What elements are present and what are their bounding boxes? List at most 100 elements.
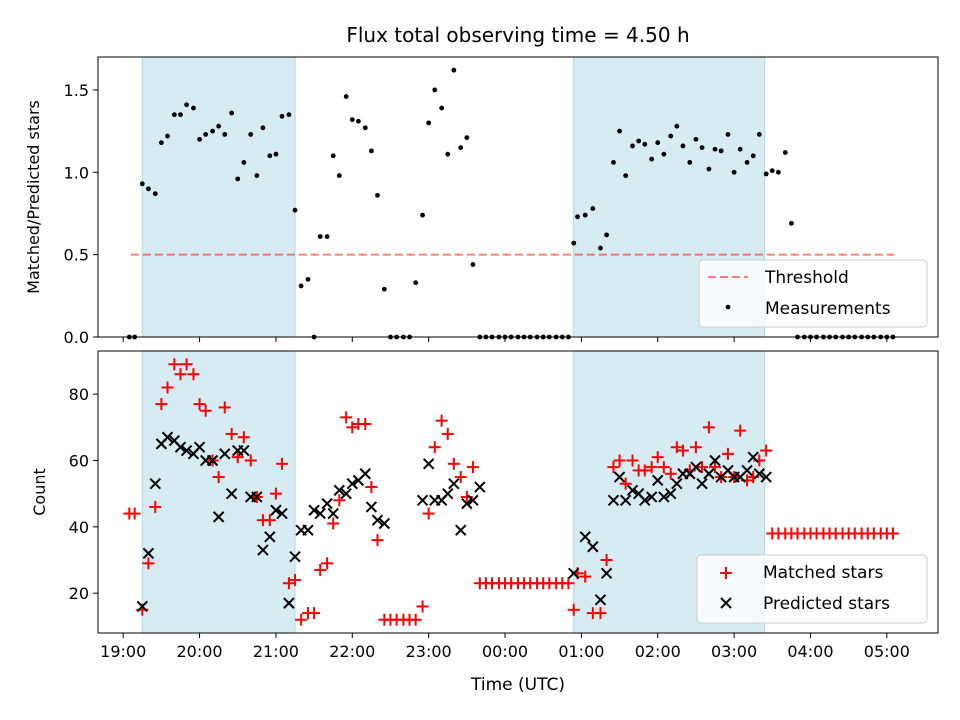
measurement-point <box>286 112 292 118</box>
marker-stroke <box>206 454 219 467</box>
measurement-point <box>413 280 419 286</box>
y-tick-label: 20 <box>69 584 89 603</box>
predicted-star-marker <box>645 491 658 503</box>
matched-star-marker <box>225 427 238 440</box>
marker-stroke <box>371 514 384 526</box>
measurement-point <box>788 220 794 226</box>
measurement-point <box>439 105 445 111</box>
measurement-point <box>248 132 254 137</box>
marker-stroke <box>442 487 454 500</box>
predicted-star-marker <box>741 464 753 477</box>
matched-star-marker <box>244 454 257 467</box>
marker-stroke <box>703 468 715 480</box>
marker-stroke <box>302 524 314 536</box>
matched-star-marker <box>562 577 575 590</box>
predicted-star-marker <box>461 497 473 510</box>
measurement-point <box>356 118 361 124</box>
marker-stroke <box>289 550 301 563</box>
measurement-point <box>273 151 279 157</box>
measurement-point <box>744 160 750 165</box>
x-tick-label: 03:00 <box>711 642 757 661</box>
marker-stroke <box>665 487 677 500</box>
matched-star-marker <box>321 557 334 570</box>
y-tick-label: 0.0 <box>64 328 89 347</box>
measurement-point <box>630 143 635 149</box>
measurement-point <box>582 212 588 218</box>
top-panel: 0.0 0.5 1.0 1.5 Flux total observing time =… <box>24 23 939 347</box>
predicted-star-marker <box>607 494 620 507</box>
measurement-point <box>336 173 342 178</box>
marker-stroke <box>652 474 664 487</box>
predicted-star-marker <box>238 444 250 457</box>
measurement-point <box>575 214 580 220</box>
matched-star-marker <box>168 358 181 371</box>
marker-stroke <box>276 507 288 520</box>
marker-stroke <box>257 544 269 556</box>
top-legend: Threshold Measurements <box>698 259 928 328</box>
x-tick-label: 00:00 <box>482 642 528 661</box>
bottom-legend: Matched stars Predicted stars <box>696 554 928 624</box>
measurement-point <box>642 141 648 147</box>
x-tick-label: 04:00 <box>787 642 833 661</box>
matched-star-marker <box>886 527 899 540</box>
marker-stroke <box>149 477 161 490</box>
matched-star-marker <box>263 514 276 527</box>
matched-star-marker <box>371 534 384 547</box>
matched-star-marker <box>289 573 302 586</box>
measurement-point <box>330 153 336 159</box>
marker-stroke <box>142 547 155 560</box>
marker-stroke <box>416 494 429 507</box>
matched-star-marker <box>670 441 683 454</box>
matched-star-marker <box>282 577 295 590</box>
marker-stroke <box>378 517 391 530</box>
bottom-legend-box <box>696 554 928 624</box>
marker-stroke <box>270 504 282 516</box>
predicted-star-marker <box>639 494 651 507</box>
marker-stroke <box>340 487 352 500</box>
marker-stroke <box>626 484 639 497</box>
measurement-point <box>706 166 712 172</box>
measurement-point <box>763 171 769 177</box>
marker-stroke <box>346 477 358 490</box>
predicted-star-marker <box>359 468 371 480</box>
measurement-point <box>699 145 705 150</box>
matched-star-marker <box>428 441 441 454</box>
marker-stroke <box>136 600 148 613</box>
x-tick-label: 21:00 <box>253 642 299 661</box>
bottom-x-ticks: 19:00 20:00 21:00 22:00 23:00 00:00 01:00 02:00… <box>100 633 910 661</box>
matched-star-marker <box>619 477 632 490</box>
bottom-plot-frame <box>97 350 939 634</box>
bottom-y-ticks: 20 40 60 80 <box>69 385 98 603</box>
marker-stroke <box>619 494 632 507</box>
measurement-point <box>241 160 247 165</box>
matched-star-marker <box>594 607 607 620</box>
marker-stroke <box>709 454 721 467</box>
y-tick-label: 1.0 <box>64 163 89 182</box>
measurement-point <box>292 207 298 213</box>
predicted-star-marker <box>257 544 269 556</box>
legend-measurements-swatch <box>725 304 731 310</box>
marker-stroke <box>161 431 174 443</box>
matched-star-marker <box>657 461 670 474</box>
predicted-star-marker <box>658 491 670 503</box>
matched-star-marker <box>613 454 626 467</box>
marker-stroke <box>238 444 250 457</box>
predicted-star-marker <box>652 474 664 487</box>
marker-stroke <box>461 497 473 510</box>
predicted-star-marker <box>142 547 155 560</box>
matched-star-marker <box>276 457 289 470</box>
predicted-star-marker <box>696 477 708 490</box>
measurement-point <box>458 145 464 150</box>
predicted-star-marker <box>600 567 613 579</box>
measurement-point <box>184 102 189 108</box>
measurement-point <box>661 151 667 157</box>
predicted-star-marker <box>161 431 174 443</box>
matched-star-marker <box>174 368 187 381</box>
measurement-point <box>445 151 451 157</box>
predicted-star-marker <box>302 524 314 536</box>
matched-star-marker <box>314 563 327 576</box>
marker-stroke <box>193 441 206 453</box>
predicted-star-marker <box>193 441 206 453</box>
matched-star-marker <box>149 500 162 513</box>
predicted-star-marker <box>340 487 352 500</box>
